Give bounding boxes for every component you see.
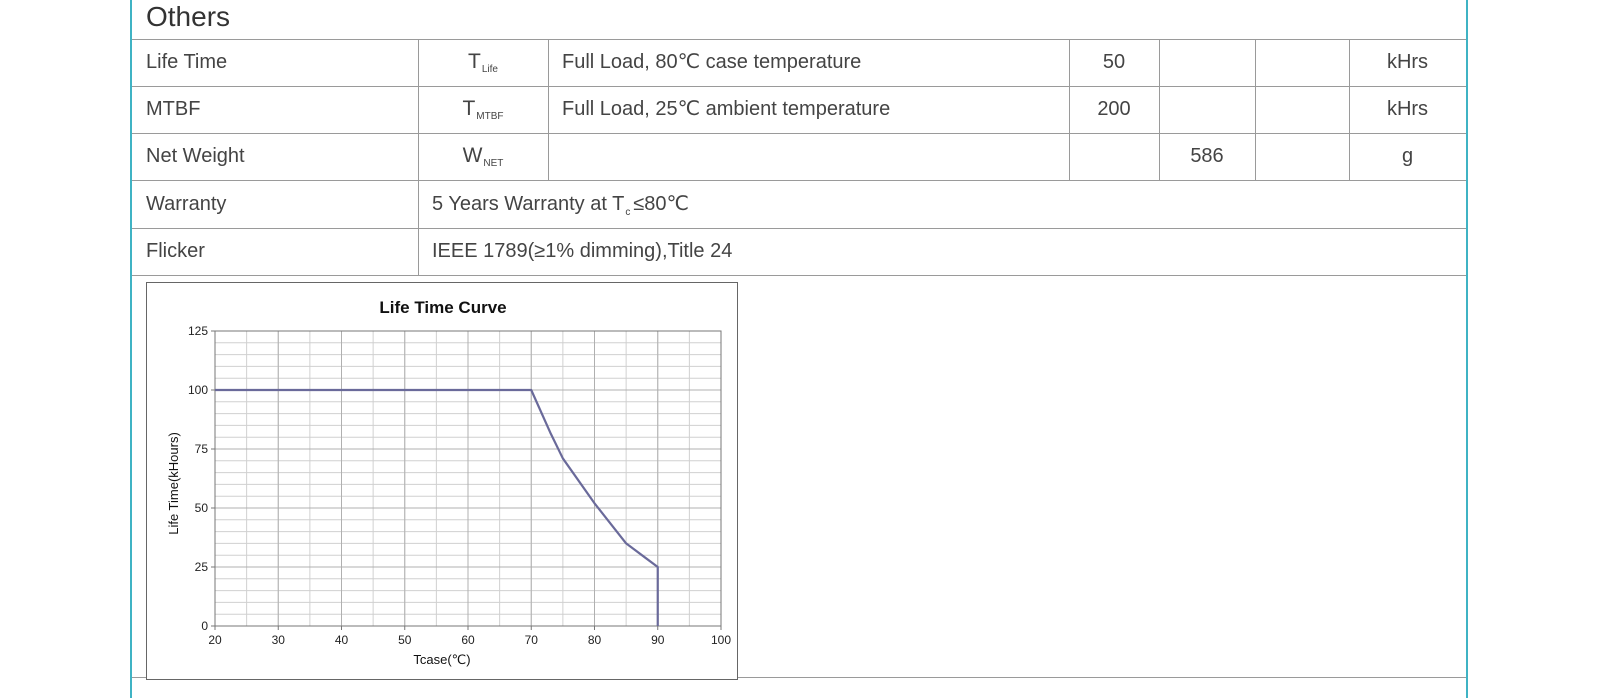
- x-tick-label: 60: [461, 633, 475, 647]
- row-divider: [132, 86, 1466, 87]
- others-section: Others Life Time TLife Full Load, 80℃ ca…: [130, 0, 1468, 698]
- parameter-name: Net Weight: [146, 145, 245, 167]
- parameter-unit: g: [1401, 145, 1414, 167]
- column-divider: [1255, 39, 1256, 180]
- x-tick-label: 80: [588, 633, 602, 647]
- parameter-condition: Full Load, 80℃ case temperature: [562, 51, 862, 73]
- parameter-min: 200: [1097, 98, 1131, 120]
- warranty-label: Warranty: [146, 193, 227, 215]
- parameter-typ: 586: [1190, 145, 1224, 167]
- x-tick-label: 40: [335, 633, 349, 647]
- row-divider: [132, 677, 1466, 678]
- parameter-unit: kHrs: [1386, 98, 1429, 120]
- y-tick-label: 125: [188, 324, 208, 338]
- column-divider: [548, 39, 549, 180]
- parameter-min: 50: [1102, 51, 1126, 73]
- x-tick-label: 30: [272, 633, 286, 647]
- parameter-name: Life Time: [146, 51, 228, 73]
- x-axis-label: Tcase(℃): [413, 652, 470, 667]
- y-tick-label: 50: [195, 501, 209, 515]
- parameter-symbol: TMTBF: [462, 97, 504, 122]
- parameter-name: MTBF: [146, 98, 201, 120]
- chart-svg: 20 30 40 50 60 70 80 90 100 0 25 50 75 100 125 Life Tim…: [166, 298, 731, 667]
- x-tick-label: 100: [711, 633, 731, 647]
- y-tick-label: 25: [195, 560, 209, 574]
- x-tick-label: 90: [651, 633, 665, 647]
- chart-title: Life Time Curve: [379, 298, 506, 317]
- column-divider: [1349, 39, 1350, 180]
- row-divider: [132, 180, 1466, 181]
- section-title: Others: [146, 1, 231, 32]
- flicker-value: IEEE 1789(≥1% dimming),Title 24: [432, 240, 733, 262]
- parameter-unit: kHrs: [1386, 51, 1429, 73]
- life-time-chart: 20 30 40 50 60 70 80 90 100 0 25 50 75 100 125 Life Tim…: [146, 282, 738, 680]
- row-divider: [132, 133, 1466, 134]
- parameter-symbol: WNET: [462, 144, 504, 169]
- row-divider: [132, 228, 1466, 229]
- warranty-value: 5 Years Warranty at Tc ≤80℃: [432, 193, 690, 218]
- row-divider: [132, 275, 1466, 276]
- column-divider: [1159, 39, 1160, 180]
- flicker-label: Flicker: [146, 240, 205, 262]
- y-tick-label: 100: [188, 383, 208, 397]
- y-tick-label: 75: [195, 442, 209, 456]
- parameter-condition: Full Load, 25℃ ambient temperature: [562, 98, 891, 120]
- parameter-symbol: TLife: [468, 50, 498, 75]
- column-divider: [418, 39, 419, 275]
- y-tick-label: 0: [201, 619, 208, 633]
- x-tick-label: 20: [208, 633, 222, 647]
- x-tick-label: 70: [525, 633, 539, 647]
- row-divider: [132, 39, 1466, 40]
- x-tick-label: 50: [398, 633, 412, 647]
- column-divider: [1069, 39, 1070, 180]
- y-axis-label: Life Time(kHours): [166, 432, 181, 535]
